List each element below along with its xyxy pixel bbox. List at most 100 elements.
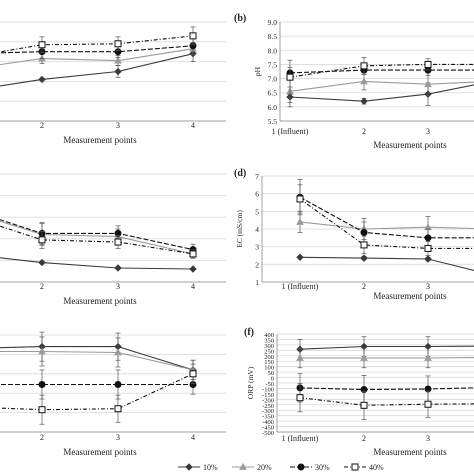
y-tick-label: -350 (262, 414, 274, 421)
series-line-s20 (299, 221, 474, 230)
x-tick-label: 2 (362, 282, 366, 291)
x-axis-label: Measurement points (63, 296, 137, 306)
panel-label: (f) (244, 327, 254, 338)
series-line-s40 (299, 198, 474, 249)
x-axis-label: Measurement points (373, 447, 447, 457)
legend-swatch-marker (351, 463, 359, 471)
x-tick-label: 1 (Influent) (282, 282, 319, 291)
panel-f: -500-450-400-350-300-250-200-150-100-500… (244, 327, 474, 457)
y-tick-label: -150 (262, 392, 274, 399)
series-line-s20 (0, 220, 194, 255)
legend-entry-s40: 40% (344, 463, 384, 472)
gridlines-c (0, 173, 226, 283)
data-point-s20 (296, 353, 304, 361)
data-point-s10 (189, 265, 197, 273)
data-point-s40 (296, 195, 304, 203)
data-point-s40 (38, 236, 46, 244)
x-tick-label: 4 (191, 433, 195, 442)
gridlines-b (280, 21, 474, 122)
legend-label: 10% (203, 463, 218, 472)
legend-swatch-marker (185, 463, 193, 471)
legend-swatch-marker (239, 462, 247, 470)
data-point-s40 (114, 405, 122, 413)
x-tick-label: 3 (426, 282, 430, 291)
data-point-s40 (114, 238, 122, 246)
series-line-s30 (0, 219, 194, 251)
y-tick-label: 250 (264, 348, 274, 355)
series-line-s20 (289, 80, 474, 92)
series-line-s40 (0, 35, 194, 53)
data-point-s40 (360, 62, 368, 70)
x-tick-label: 1 (Influent) (282, 434, 319, 443)
y-tick-label: -250 (262, 403, 274, 410)
y-axis-label: ORP (mV) (246, 366, 255, 399)
x-tick-label: 3 (426, 127, 430, 136)
data-point-s10 (114, 264, 122, 272)
panels: 2 3 4 Measurement points 5.5 6.0 6.5 7.0 7.5 8.0 8… (0, 13, 474, 457)
y-tick-label: 5 (255, 207, 259, 216)
data-point-s30 (114, 380, 122, 388)
legend-entry-s20: 20% (232, 462, 272, 472)
y-tick-label: 0 (271, 376, 274, 383)
data-point-s40 (38, 406, 46, 414)
x-tick-label: 3 (426, 434, 430, 443)
series-group-c (0, 219, 197, 273)
x-tick-label: 3 (116, 121, 120, 130)
x-tick-label: 3 (116, 433, 120, 442)
y-tick-label: 6.0 (268, 103, 278, 112)
x-tick-label: 3 (116, 282, 120, 291)
series-line-s20 (300, 357, 474, 359)
series-line-s30 (299, 196, 474, 239)
y-tick-label: 7.0 (268, 75, 278, 84)
data-point-s20 (296, 217, 304, 225)
y-tick-label: -100 (262, 386, 274, 393)
y-tick-label: -450 (262, 425, 274, 432)
series-line-s30 (0, 45, 194, 54)
legend-entry-s30: 30% (290, 463, 330, 472)
y-axis-label: EC (mS/cm) (235, 210, 244, 248)
data-point-s20 (424, 80, 432, 88)
y-tick-label: 7 (255, 172, 259, 181)
panel-a: 2 3 4 Measurement points (0, 21, 226, 145)
data-point-s40 (360, 241, 368, 249)
y-tick-label: 9.0 (268, 18, 278, 27)
y-tick-label: 2 (255, 260, 259, 269)
x-tick-label: 4 (191, 282, 195, 291)
y-tick-label: 400 (264, 332, 274, 339)
y-tick-label: 4 (255, 225, 259, 234)
data-point-s40 (189, 370, 197, 378)
series-group-f (296, 336, 474, 420)
series-line-s40 (299, 397, 474, 406)
series-group-a (0, 26, 197, 87)
y-tick-label: 6 (255, 190, 259, 199)
y-tick-label: 50 (268, 370, 275, 377)
y-axis-label: pH (253, 66, 262, 76)
legend-label: 30% (315, 463, 330, 472)
data-point-s10 (114, 67, 122, 76)
data-point-s10 (38, 75, 46, 84)
y-tick-label: 7.5 (268, 60, 278, 69)
x-tick-label: 2 (40, 121, 44, 130)
y-tick-label: 300 (264, 343, 274, 350)
data-point-s40 (189, 32, 197, 40)
x-axis-label: Measurement points (373, 140, 447, 150)
series-group-e (0, 331, 197, 425)
panel-label: (b) (234, 13, 246, 24)
legend-swatch-marker (297, 463, 305, 471)
y-tick-label: 100 (264, 365, 274, 372)
data-point-s20 (114, 56, 122, 64)
x-axis-label: Measurement points (373, 291, 447, 301)
y-tick-label: 200 (264, 354, 274, 361)
legend-entry-s10: 10% (178, 463, 218, 472)
series-line-s40 (0, 225, 194, 255)
data-point-s30 (38, 380, 46, 388)
panel-c: 2 3 4 Measurement points (0, 173, 226, 306)
data-point-s20 (424, 353, 432, 361)
panel-b: 5.5 6.0 6.5 7.0 7.5 8.0 8.5 9.0 pH 1 (Influent) 2 3… (234, 13, 474, 150)
y-tick-label: -300 (262, 408, 274, 415)
data-point-s20 (38, 347, 46, 355)
series-line-s20 (0, 48, 194, 66)
y-tick-label: -50 (265, 381, 274, 388)
